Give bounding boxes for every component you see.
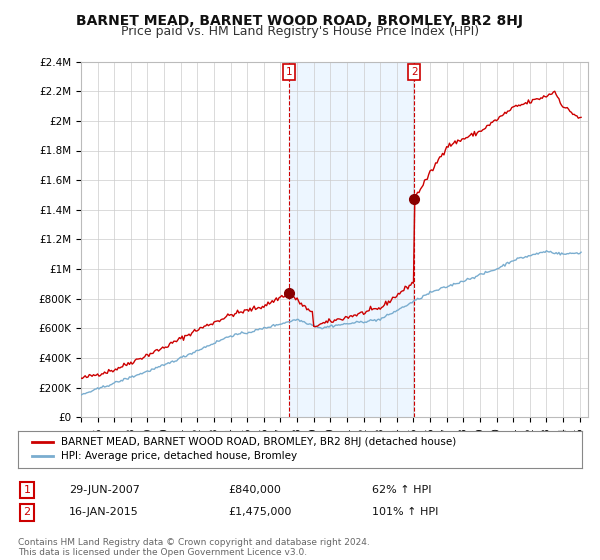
Text: 62% ↑ HPI: 62% ↑ HPI — [372, 485, 431, 495]
Text: 2: 2 — [411, 67, 418, 77]
Text: 2: 2 — [23, 507, 31, 517]
Text: BARNET MEAD, BARNET WOOD ROAD, BROMLEY, BR2 8HJ: BARNET MEAD, BARNET WOOD ROAD, BROMLEY, … — [77, 14, 523, 28]
Text: 1: 1 — [23, 485, 31, 495]
Legend: BARNET MEAD, BARNET WOOD ROAD, BROMLEY, BR2 8HJ (detached house), HPI: Average p: BARNET MEAD, BARNET WOOD ROAD, BROMLEY, … — [29, 434, 460, 465]
Text: 29-JUN-2007: 29-JUN-2007 — [69, 485, 140, 495]
Text: 101% ↑ HPI: 101% ↑ HPI — [372, 507, 439, 517]
Text: £1,475,000: £1,475,000 — [228, 507, 292, 517]
Text: Price paid vs. HM Land Registry's House Price Index (HPI): Price paid vs. HM Land Registry's House … — [121, 25, 479, 38]
Text: 1: 1 — [286, 67, 292, 77]
Text: 16-JAN-2015: 16-JAN-2015 — [69, 507, 139, 517]
Text: £840,000: £840,000 — [228, 485, 281, 495]
Text: Contains HM Land Registry data © Crown copyright and database right 2024.
This d: Contains HM Land Registry data © Crown c… — [18, 538, 370, 557]
Bar — [289, 62, 414, 417]
